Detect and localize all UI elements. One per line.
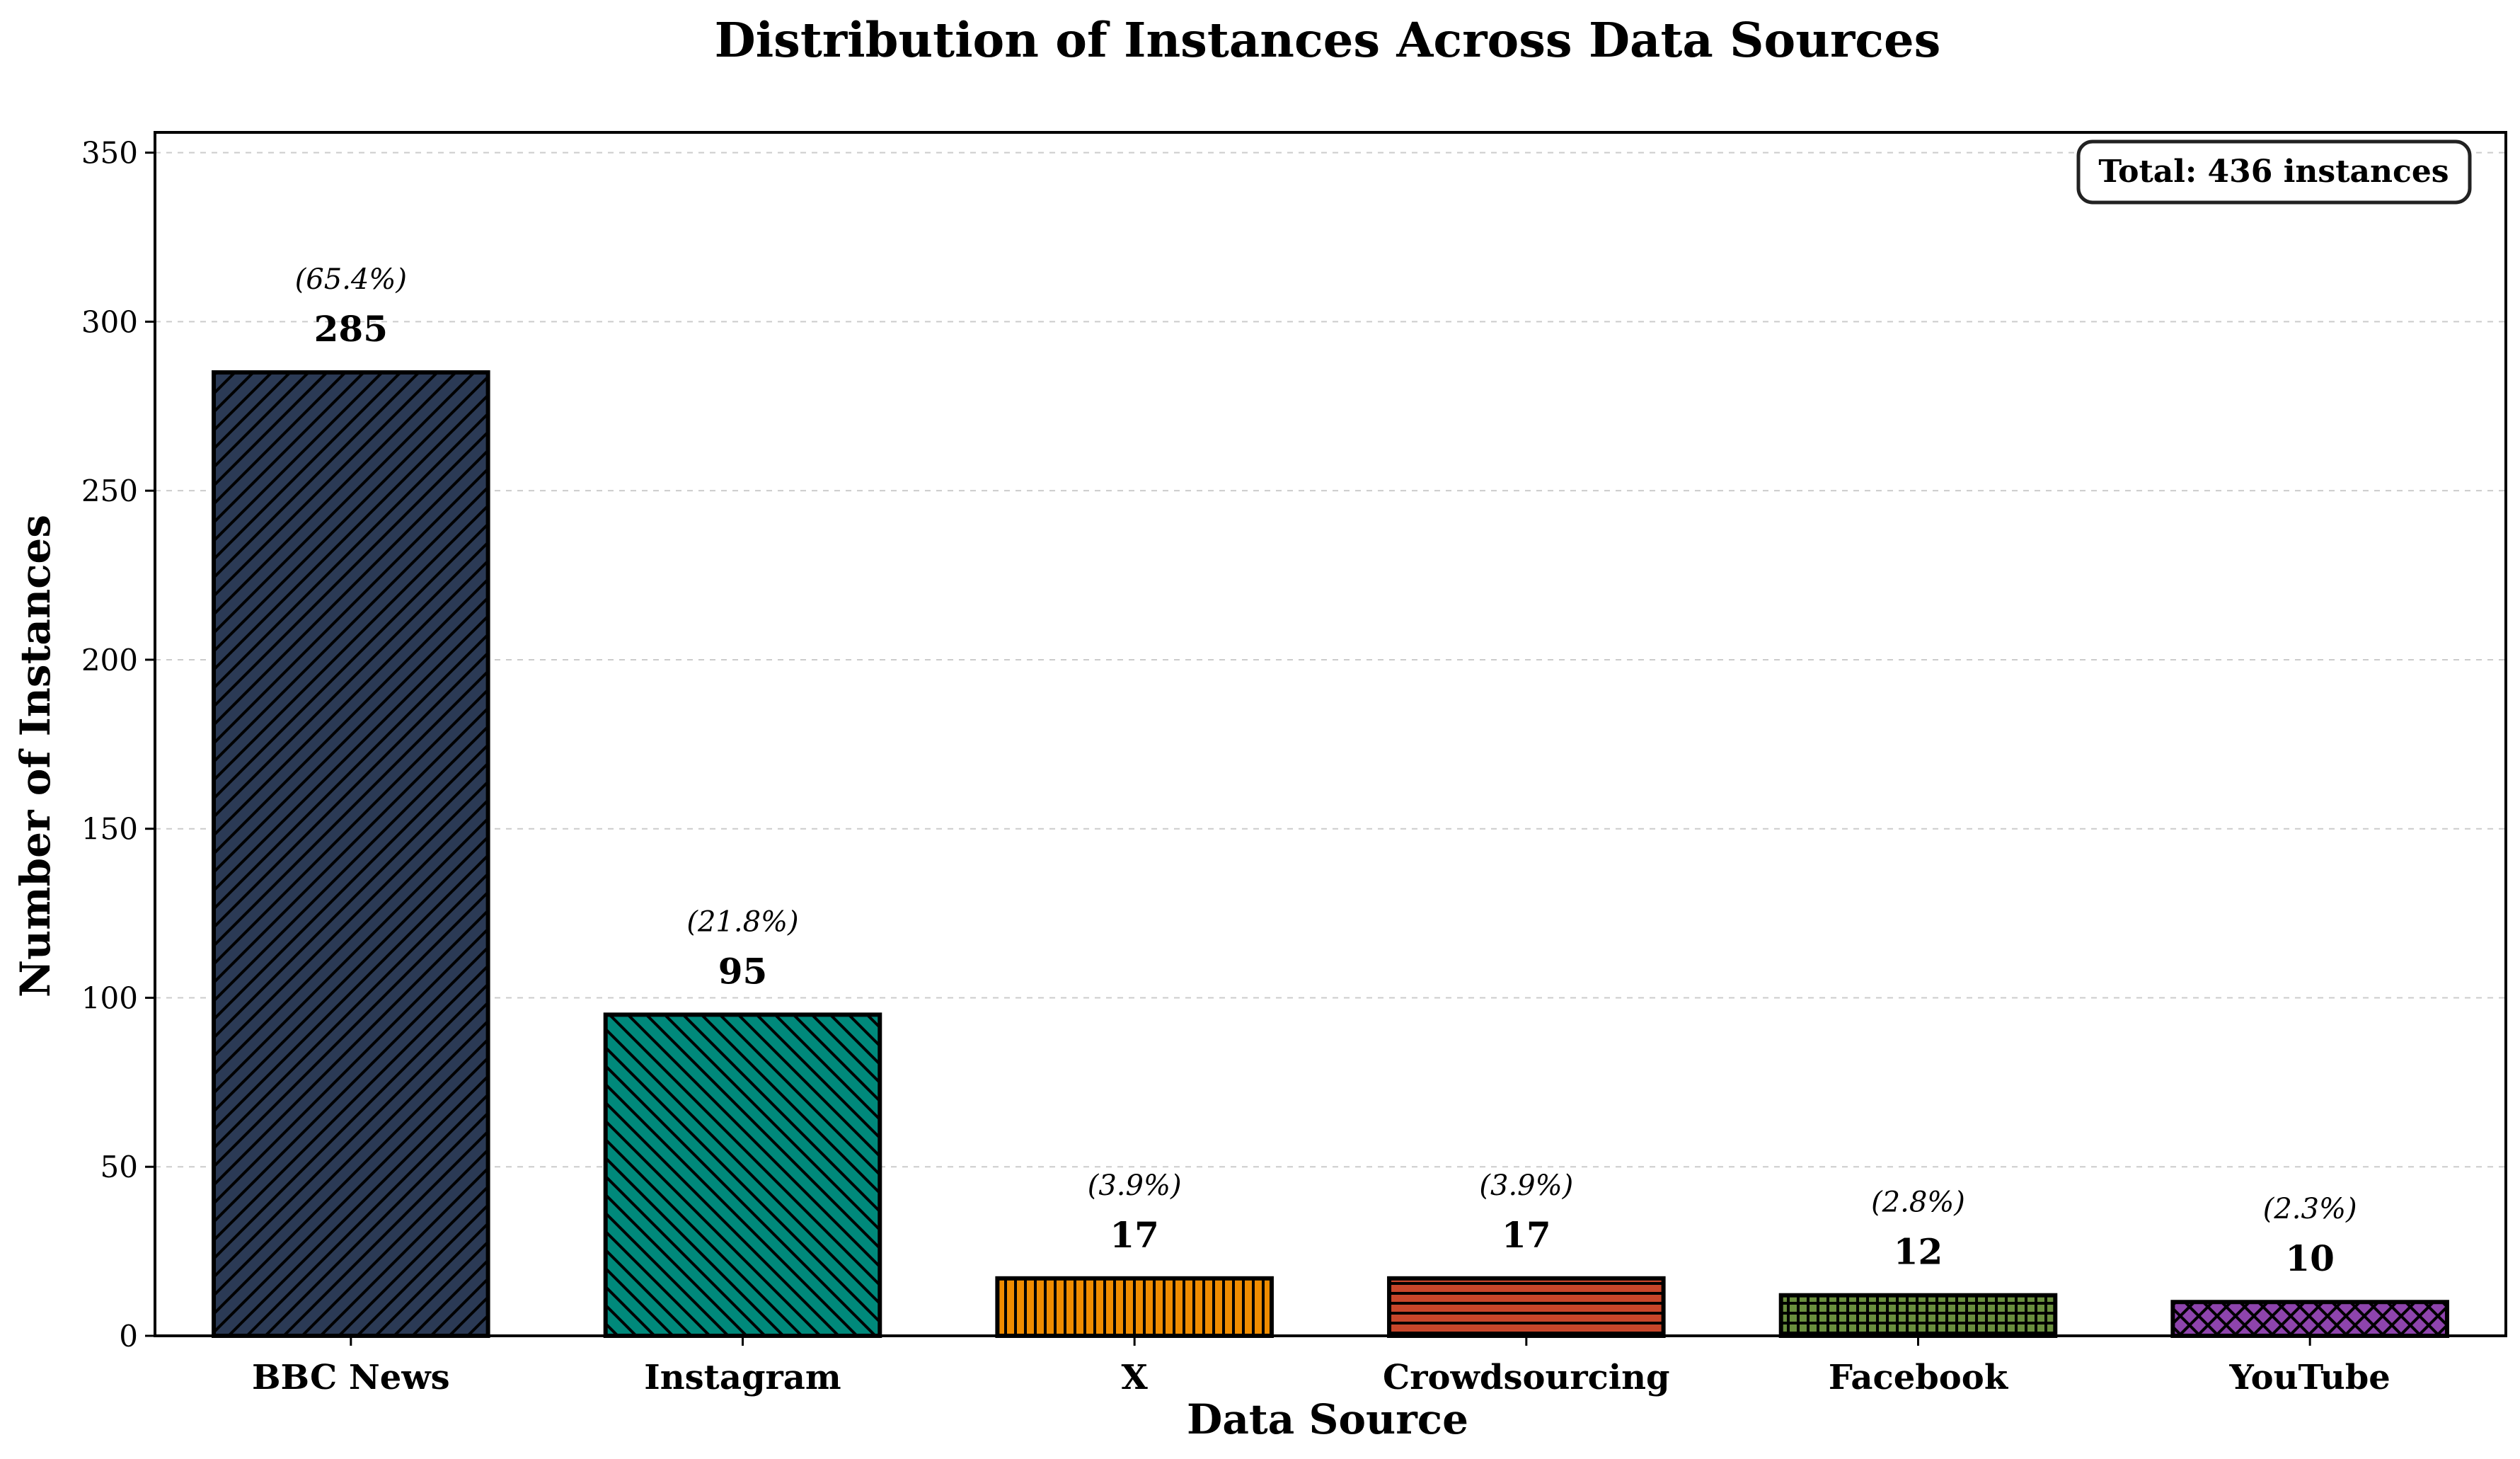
x-tick-label: X xyxy=(1122,1358,1149,1397)
x-axis: BBC News Instagram X Crowdsourcing Facebook Y… xyxy=(252,1336,2390,1397)
total-annotation-text: Total: 436 instances xyxy=(2098,154,2449,190)
percent-label: (2.8%) xyxy=(1871,1186,1965,1219)
x-tick-label: BBC News xyxy=(252,1358,450,1397)
x-axis-label: Data Source xyxy=(1187,1395,1468,1443)
bar xyxy=(212,370,490,1338)
bar xyxy=(1387,1276,1666,1338)
y-tick-label: 350 xyxy=(81,136,138,171)
y-tick-label: 100 xyxy=(81,980,138,1015)
bar-labels: 285 (65.4%) 95 (21.8%) 17 (3.9%) 17 (3.9%) 12 (2.… xyxy=(295,263,2357,1279)
value-label: 95 xyxy=(718,950,768,992)
y-tick-label: 200 xyxy=(81,643,138,677)
total-annotation-box xyxy=(2076,139,2472,205)
bar xyxy=(603,1012,882,1338)
percent-label: (3.9%) xyxy=(1088,1169,1182,1202)
total-annotation: Total: 436 instances xyxy=(2076,139,2472,205)
bars xyxy=(212,370,2449,1339)
y-tick-label: 150 xyxy=(81,812,138,847)
percent-label: (65.4%) xyxy=(295,263,407,296)
value-label: 17 xyxy=(1502,1214,1551,1256)
percent-label: (3.9%) xyxy=(1479,1169,1573,1202)
y-axis: 0 50 100 150 200 250 300 350 xyxy=(81,136,155,1354)
y-axis-label: Number of Instances xyxy=(11,515,59,997)
y-tick-label: 300 xyxy=(81,304,138,339)
x-tick-label: Instagram xyxy=(644,1358,841,1397)
y-tick-label: 250 xyxy=(81,474,138,508)
bar xyxy=(2170,1300,2449,1338)
x-tick-label: Facebook xyxy=(1829,1358,2009,1397)
percent-label: (21.8%) xyxy=(686,905,798,938)
y-tick-label: 50 xyxy=(100,1150,138,1184)
gridlines xyxy=(155,151,2506,1168)
y-tick-label: 0 xyxy=(119,1319,138,1354)
x-tick-label: YouTube xyxy=(2229,1358,2390,1397)
bar xyxy=(1778,1293,2058,1339)
value-label: 285 xyxy=(314,308,388,350)
value-label: 12 xyxy=(1894,1231,1943,1273)
x-tick-label: Crowdsourcing xyxy=(1383,1358,1670,1397)
plot-frame xyxy=(154,131,2507,1337)
value-label: 17 xyxy=(1110,1214,1159,1256)
bar xyxy=(995,1276,1274,1338)
percent-label: (2.3%) xyxy=(2263,1193,2357,1225)
value-label: 10 xyxy=(2285,1237,2335,1279)
chart-title: Distribution of Instances Across Data So… xyxy=(715,12,1941,68)
